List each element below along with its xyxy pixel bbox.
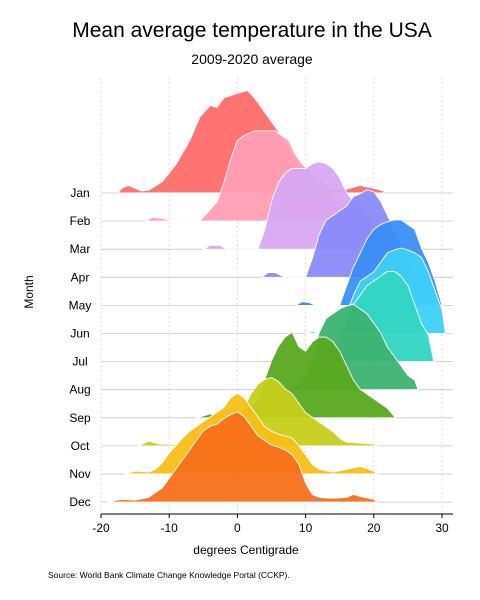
y-tick-label: Mar bbox=[70, 242, 91, 256]
y-tick-label: Jul bbox=[72, 355, 87, 369]
ridge-dec bbox=[107, 411, 378, 503]
y-tick-label: Jan bbox=[70, 186, 89, 200]
x-tick-label: -20 bbox=[92, 521, 110, 535]
y-tick-label: Feb bbox=[70, 214, 91, 228]
y-axis-label: Month bbox=[22, 275, 36, 308]
ridges bbox=[107, 89, 446, 503]
chart-subtitle: 2009-2020 average bbox=[191, 51, 313, 67]
y-tick-label: Nov bbox=[69, 467, 90, 481]
y-tick-label: Jun bbox=[70, 327, 89, 341]
y-tick-label: Sep bbox=[69, 411, 91, 425]
y-tick-label: Oct bbox=[71, 439, 90, 453]
x-axis-label: degrees Centigrade bbox=[193, 543, 299, 557]
x-tick-label: 0 bbox=[234, 521, 241, 535]
source-note: Source: World Bank Climate Change Knowle… bbox=[48, 570, 290, 580]
y-tick-label: Aug bbox=[69, 383, 90, 397]
x-tick-label: -10 bbox=[161, 521, 179, 535]
axes: Jan Feb Mar Apr May Jun Jul Aug Sep Oct Nov Dec-20 -… bbox=[69, 186, 453, 535]
y-tick-label: May bbox=[69, 298, 92, 312]
x-tick-label: 30 bbox=[435, 521, 449, 535]
y-tick-label: Dec bbox=[69, 495, 90, 509]
y-tick-label: Apr bbox=[71, 270, 90, 284]
x-tick-label: 20 bbox=[367, 521, 381, 535]
x-tick-label: 10 bbox=[299, 521, 313, 535]
chart-title: Mean average temperature in the USA bbox=[72, 19, 432, 42]
